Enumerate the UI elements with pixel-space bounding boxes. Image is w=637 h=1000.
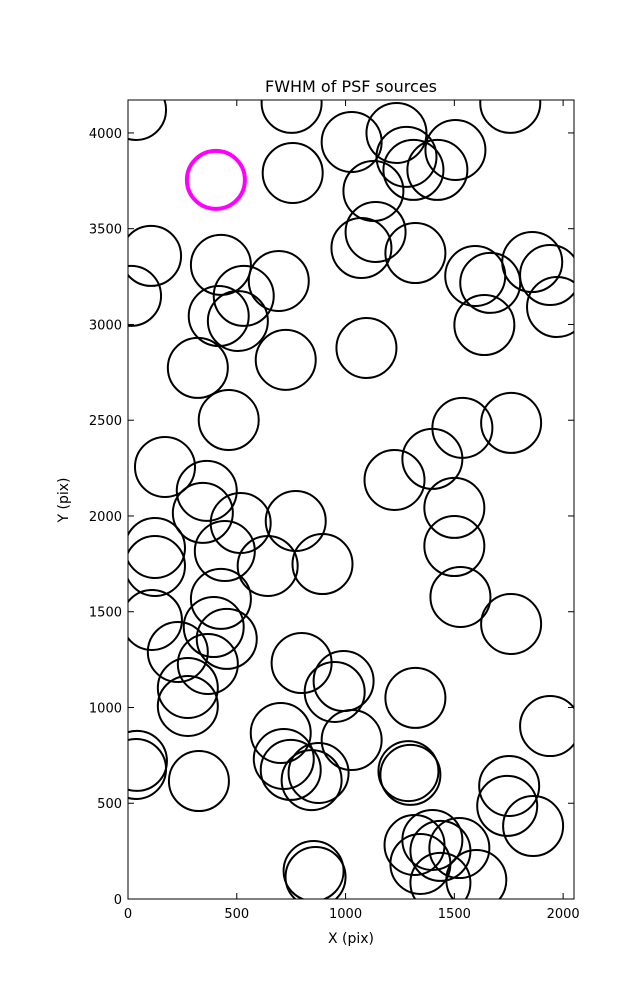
source-circle <box>335 317 398 380</box>
source-circle <box>379 743 442 806</box>
source-circle <box>384 666 447 729</box>
source-circle <box>128 224 183 287</box>
source-circle <box>445 849 508 899</box>
source-circle <box>247 249 310 312</box>
source-circle <box>526 276 574 339</box>
y-tick-label: 0 <box>114 893 122 908</box>
source-circle <box>146 620 209 683</box>
source-circle <box>424 118 487 181</box>
source-circle <box>128 588 183 651</box>
source-circle <box>280 749 343 812</box>
source-circle <box>133 435 196 498</box>
source-circle <box>344 200 407 263</box>
axes-frame <box>127 99 575 900</box>
source-circle <box>363 448 426 511</box>
source-circle <box>406 138 469 201</box>
x-tick-label: 1000 <box>329 907 362 922</box>
source-circle <box>128 264 163 327</box>
source-circle <box>259 738 322 801</box>
source-circle <box>249 701 312 764</box>
source-circle <box>303 660 366 723</box>
chart-title: FWHM of PSF sources <box>265 77 437 96</box>
y-tick-label: 2500 <box>89 414 122 429</box>
source-circle <box>171 481 234 544</box>
source-circle <box>189 233 252 296</box>
y-tick-label: 4000 <box>89 127 122 142</box>
source-circle <box>375 125 438 188</box>
source-circle <box>409 851 472 899</box>
source-circle <box>384 222 447 285</box>
source-circle <box>423 515 486 578</box>
source-circle <box>166 336 229 399</box>
y-tick-label: 2000 <box>89 510 122 525</box>
source-circle <box>519 244 574 307</box>
source-circle <box>377 740 440 803</box>
source-circle <box>236 534 299 597</box>
y-tick-label: 3500 <box>89 223 122 238</box>
source-circle <box>480 391 543 454</box>
x-axis-label: X (pix) <box>328 931 374 947</box>
source-circle <box>184 148 247 211</box>
source-circle <box>254 328 317 391</box>
source-circle <box>480 592 543 655</box>
source-circle <box>502 795 565 858</box>
source-circle <box>282 840 345 899</box>
y-tick-label: 500 <box>97 797 122 812</box>
source-circle <box>128 534 186 597</box>
source-circle <box>193 520 256 583</box>
source-circle <box>291 533 354 596</box>
y-axis-label: Y (pix) <box>56 478 72 524</box>
source-circle <box>128 737 168 800</box>
source-circle <box>260 100 323 134</box>
source-circle <box>478 755 541 818</box>
y-tick-label: 1000 <box>89 701 122 716</box>
source-circle <box>453 294 516 357</box>
source-circle <box>423 476 486 539</box>
source-circle <box>128 100 168 141</box>
source-circle <box>476 774 539 837</box>
source-circle <box>429 565 492 628</box>
source-circle <box>519 695 574 758</box>
source-circle <box>330 217 393 280</box>
source-circle <box>156 674 219 737</box>
source-circle <box>128 729 168 792</box>
source-circle <box>176 633 239 696</box>
x-tick-label: 1500 <box>438 907 471 922</box>
source-circle <box>182 596 245 659</box>
source-circle <box>365 101 428 164</box>
source-circle <box>128 516 186 579</box>
source-circle <box>428 817 491 880</box>
source-circle <box>261 141 324 204</box>
plot-area <box>128 100 574 899</box>
source-circle <box>175 459 238 522</box>
source-circle <box>195 607 258 670</box>
y-tick-label: 3000 <box>89 318 122 333</box>
source-circle <box>320 110 383 173</box>
source-circle <box>287 741 350 804</box>
source-circle <box>197 389 260 452</box>
source-circle <box>479 100 542 134</box>
source-circle <box>156 656 219 719</box>
source-circle <box>501 231 564 294</box>
source-circle <box>284 845 347 899</box>
source-circle <box>212 264 275 327</box>
x-tick-label: 0 <box>124 907 132 922</box>
source-circle <box>382 138 445 201</box>
source-circle <box>320 709 383 772</box>
x-tick-label: 2000 <box>547 907 580 922</box>
y-tick-label: 1500 <box>89 606 122 621</box>
source-circle <box>206 290 269 353</box>
source-circle <box>189 567 252 630</box>
source-circle <box>167 750 230 813</box>
x-tick-label: 500 <box>224 907 249 922</box>
